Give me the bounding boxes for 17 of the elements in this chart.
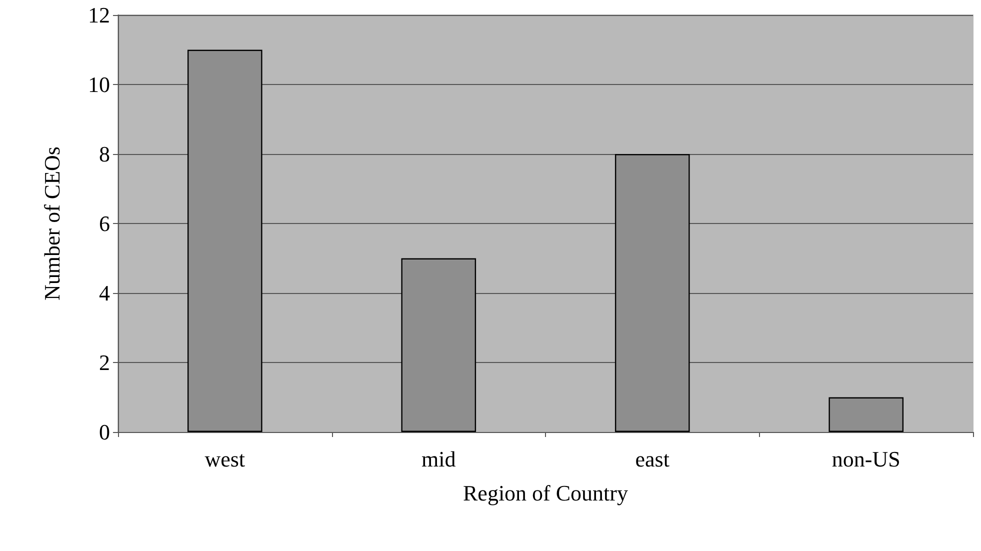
y-tick-label: 10 [88,72,110,97]
y-tick-label: 6 [99,211,110,236]
bar [614,154,690,432]
x-tick-label: west [204,446,246,472]
y-tick-label: 2 [99,350,110,375]
x-tick-label: east [635,446,670,472]
x-tick-label: non-US [832,446,900,472]
bar [828,397,904,432]
y-tick-label: 12 [88,2,110,28]
y-axis-title: Number of CEOs [40,146,64,300]
y-tick-label: 0 [99,420,110,444]
bar [187,50,262,432]
y-tick-label: 8 [99,142,110,166]
x-axis-title: Region of Country [463,480,628,506]
x-tick-label: mid [422,446,456,472]
y-tick-label: 4 [99,280,110,306]
bar [401,258,476,432]
